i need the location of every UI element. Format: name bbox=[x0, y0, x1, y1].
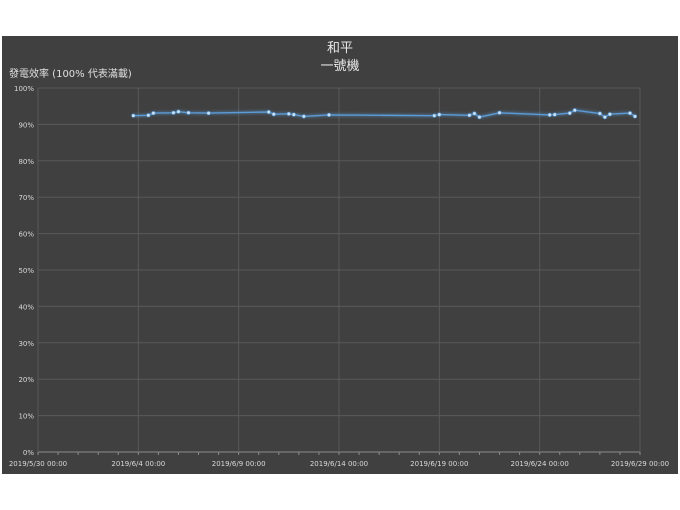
y-tick-label: 80% bbox=[18, 158, 34, 166]
x-tick-label: 2019/6/4 00:00 bbox=[111, 460, 165, 468]
data-point bbox=[301, 114, 306, 119]
x-tick-label: 2019/6/29 00:00 bbox=[611, 460, 669, 468]
data-point bbox=[186, 110, 191, 115]
y-tick-label: 0% bbox=[23, 449, 34, 457]
y-tick-label: 30% bbox=[18, 340, 34, 348]
data-point bbox=[597, 111, 602, 116]
data-point bbox=[151, 111, 156, 116]
data-point bbox=[291, 112, 296, 117]
y-tick-label: 50% bbox=[18, 267, 34, 275]
data-point bbox=[567, 111, 572, 116]
y-tick-label: 70% bbox=[18, 194, 34, 202]
data-point bbox=[497, 110, 502, 115]
data-point bbox=[171, 110, 176, 115]
y-axis-title: 發電效率 (100% 代表滿載) bbox=[9, 69, 132, 80]
series-line bbox=[133, 109, 636, 118]
data-point bbox=[477, 115, 482, 120]
data-point bbox=[607, 112, 612, 117]
data-point bbox=[602, 115, 607, 120]
data-point bbox=[552, 112, 557, 117]
x-tick-label: 2019/5/30 00:00 bbox=[9, 460, 67, 468]
data-point bbox=[286, 111, 291, 116]
y-tick-label: 60% bbox=[18, 231, 34, 239]
data-point bbox=[131, 113, 136, 118]
y-tick-label: 40% bbox=[18, 303, 34, 311]
y-tick-label: 90% bbox=[18, 121, 34, 129]
y-tick-label: 20% bbox=[18, 376, 34, 384]
data-point bbox=[472, 111, 477, 116]
data-point bbox=[206, 111, 211, 116]
data-point bbox=[627, 111, 632, 116]
data-point bbox=[572, 108, 577, 113]
data-point bbox=[632, 114, 637, 119]
data-point bbox=[271, 112, 276, 117]
y-tick-label: 10% bbox=[18, 413, 34, 421]
chart-title: 和平 bbox=[326, 41, 353, 56]
data-point bbox=[467, 113, 472, 118]
x-tick-label: 2019/6/24 00:00 bbox=[511, 460, 569, 468]
x-tick-label: 2019/6/9 00:00 bbox=[212, 460, 266, 468]
chart-area bbox=[2, 36, 678, 474]
chart-subtitle: 一號機 bbox=[320, 59, 360, 74]
y-tick-label: 100% bbox=[14, 85, 34, 93]
data-point bbox=[266, 110, 271, 115]
data-point bbox=[437, 112, 442, 117]
data-point bbox=[326, 112, 331, 117]
data-point bbox=[176, 109, 181, 114]
x-tick-label: 2019/6/19 00:00 bbox=[410, 460, 468, 468]
data-point bbox=[547, 112, 552, 117]
data-point bbox=[146, 113, 151, 118]
x-tick-label: 2019/6/14 00:00 bbox=[310, 460, 368, 468]
data-point bbox=[432, 113, 437, 118]
